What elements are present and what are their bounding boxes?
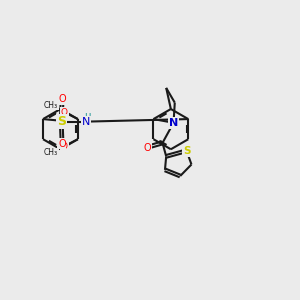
Text: O: O — [61, 108, 68, 117]
Text: CH₃: CH₃ — [44, 101, 58, 110]
Text: N: N — [82, 116, 90, 127]
Text: N: N — [169, 118, 178, 128]
Text: O: O — [58, 94, 66, 104]
Text: O: O — [58, 139, 66, 148]
Text: H: H — [84, 112, 90, 122]
Text: S: S — [183, 146, 190, 156]
Text: O: O — [143, 143, 151, 153]
Text: S: S — [57, 115, 66, 128]
Text: O: O — [61, 142, 68, 151]
Text: CH₃: CH₃ — [44, 148, 58, 158]
